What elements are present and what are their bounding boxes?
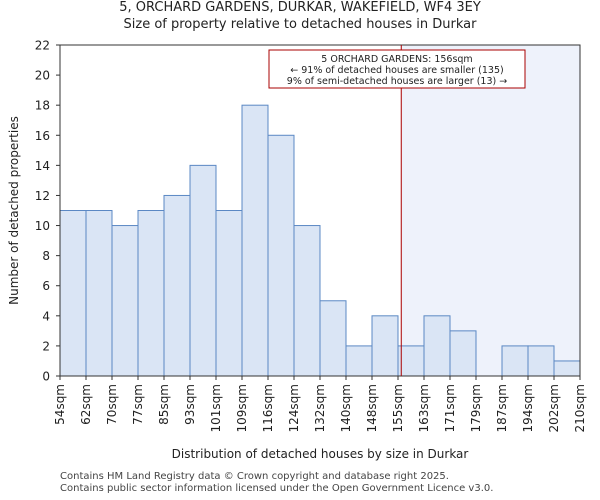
- y-tick-label-22: 22: [35, 39, 50, 53]
- chart-subtitle: Size of property relative to detached ho…: [123, 17, 477, 32]
- bar-85sqm: [163, 194, 191, 377]
- bar-101sqm: [215, 210, 243, 377]
- y-tick-label-4: 4: [42, 309, 50, 323]
- y-tick-label-14: 14: [35, 159, 50, 173]
- bar-93sqm: [189, 164, 217, 377]
- x-tick-label-70sqm: 70sqm: [105, 384, 119, 425]
- bar-70sqm: [111, 225, 139, 377]
- bar-187sqm: [501, 345, 529, 377]
- bar-109sqm: [241, 104, 269, 377]
- x-tick-label-202sqm: 202sqm: [547, 384, 561, 432]
- bar-116sqm: [267, 134, 295, 377]
- x-tick-label-62sqm: 62sqm: [79, 384, 93, 425]
- bar-140sqm: [345, 345, 373, 377]
- y-tick-label-2: 2: [42, 339, 50, 353]
- x-tick-label-187sqm: 187sqm: [495, 384, 509, 432]
- bar-194sqm: [527, 345, 555, 377]
- x-tick-label-132sqm: 132sqm: [313, 384, 327, 432]
- bar-54sqm: [59, 210, 87, 377]
- bar-155sqm: [397, 345, 425, 377]
- x-axis-label: Distribution of detached houses by size …: [172, 447, 469, 461]
- bar-62sqm: [85, 210, 113, 377]
- annotation-line-2: ← 91% of detached houses are smaller (13…: [290, 65, 503, 76]
- y-tick-label-16: 16: [35, 129, 50, 143]
- bar-171sqm: [449, 330, 477, 377]
- x-tick-label-155sqm: 155sqm: [391, 384, 405, 432]
- annotation-box: 5 ORCHARD GARDENS: 156sqm ← 91% of detac…: [268, 49, 526, 89]
- annotation-line-3: 9% of semi-detached houses are larger (1…: [287, 76, 507, 87]
- x-tick-label-210sqm: 210sqm: [573, 384, 587, 432]
- y-tick-label-10: 10: [35, 219, 50, 233]
- footer-line-2: Contains public sector information licen…: [60, 483, 494, 494]
- footer-line-1: Contains HM Land Registry data © Crown c…: [60, 471, 449, 482]
- x-tick-label-54sqm: 54sqm: [53, 384, 67, 425]
- y-tick-label-0: 0: [42, 370, 50, 384]
- x-tick-label-93sqm: 93sqm: [183, 384, 197, 425]
- y-tick-label-20: 20: [35, 69, 50, 83]
- bar-163sqm: [423, 315, 451, 377]
- x-tick-label-194sqm: 194sqm: [521, 384, 535, 432]
- bar-77sqm: [137, 210, 165, 377]
- x-tick-label-85sqm: 85sqm: [157, 384, 171, 425]
- bar-124sqm: [293, 225, 321, 377]
- ticks-group: 0 2 4 6 8 10 12 14 16 18 20 22 54sqm 62sqm 70sqm 77sqm 8…: [35, 39, 587, 433]
- annotation-frame: [268, 49, 526, 89]
- y-axis-label: Number of detached properties: [7, 116, 21, 305]
- x-tick-label-171sqm: 171sqm: [443, 384, 457, 432]
- x-tick-label-77sqm: 77sqm: [131, 384, 145, 425]
- x-tick-label-140sqm: 140sqm: [339, 384, 353, 432]
- x-tick-label-163sqm: 163sqm: [417, 384, 431, 432]
- histogram-chart: 0 2 4 6 8 10 12 14 16 18 20 22 54sqm 62sqm 70sqm 77sqm 8…: [7, 39, 587, 462]
- y-tick-label-18: 18: [35, 99, 50, 113]
- y-tick-label-8: 8: [42, 249, 50, 263]
- x-tick-label-116sqm: 116sqm: [261, 384, 275, 432]
- x-tick-label-179sqm: 179sqm: [469, 384, 483, 432]
- x-tick-label-124sqm: 124sqm: [287, 384, 301, 432]
- x-tick-label-101sqm: 101sqm: [209, 384, 223, 432]
- annotation-line-1: 5 ORCHARD GARDENS: 156sqm: [321, 54, 472, 65]
- y-tick-label-6: 6: [42, 279, 50, 293]
- x-tick-label-148sqm: 148sqm: [365, 384, 379, 432]
- chart-title: 5, ORCHARD GARDENS, DURKAR, WAKEFIELD, W…: [119, 0, 481, 15]
- x-tick-label-109sqm: 109sqm: [235, 384, 249, 432]
- bar-148sqm: [371, 315, 399, 377]
- bar-202sqm: [553, 360, 581, 377]
- y-tick-label-12: 12: [35, 189, 50, 203]
- bar-132sqm: [319, 300, 347, 377]
- bars-group: [59, 104, 581, 377]
